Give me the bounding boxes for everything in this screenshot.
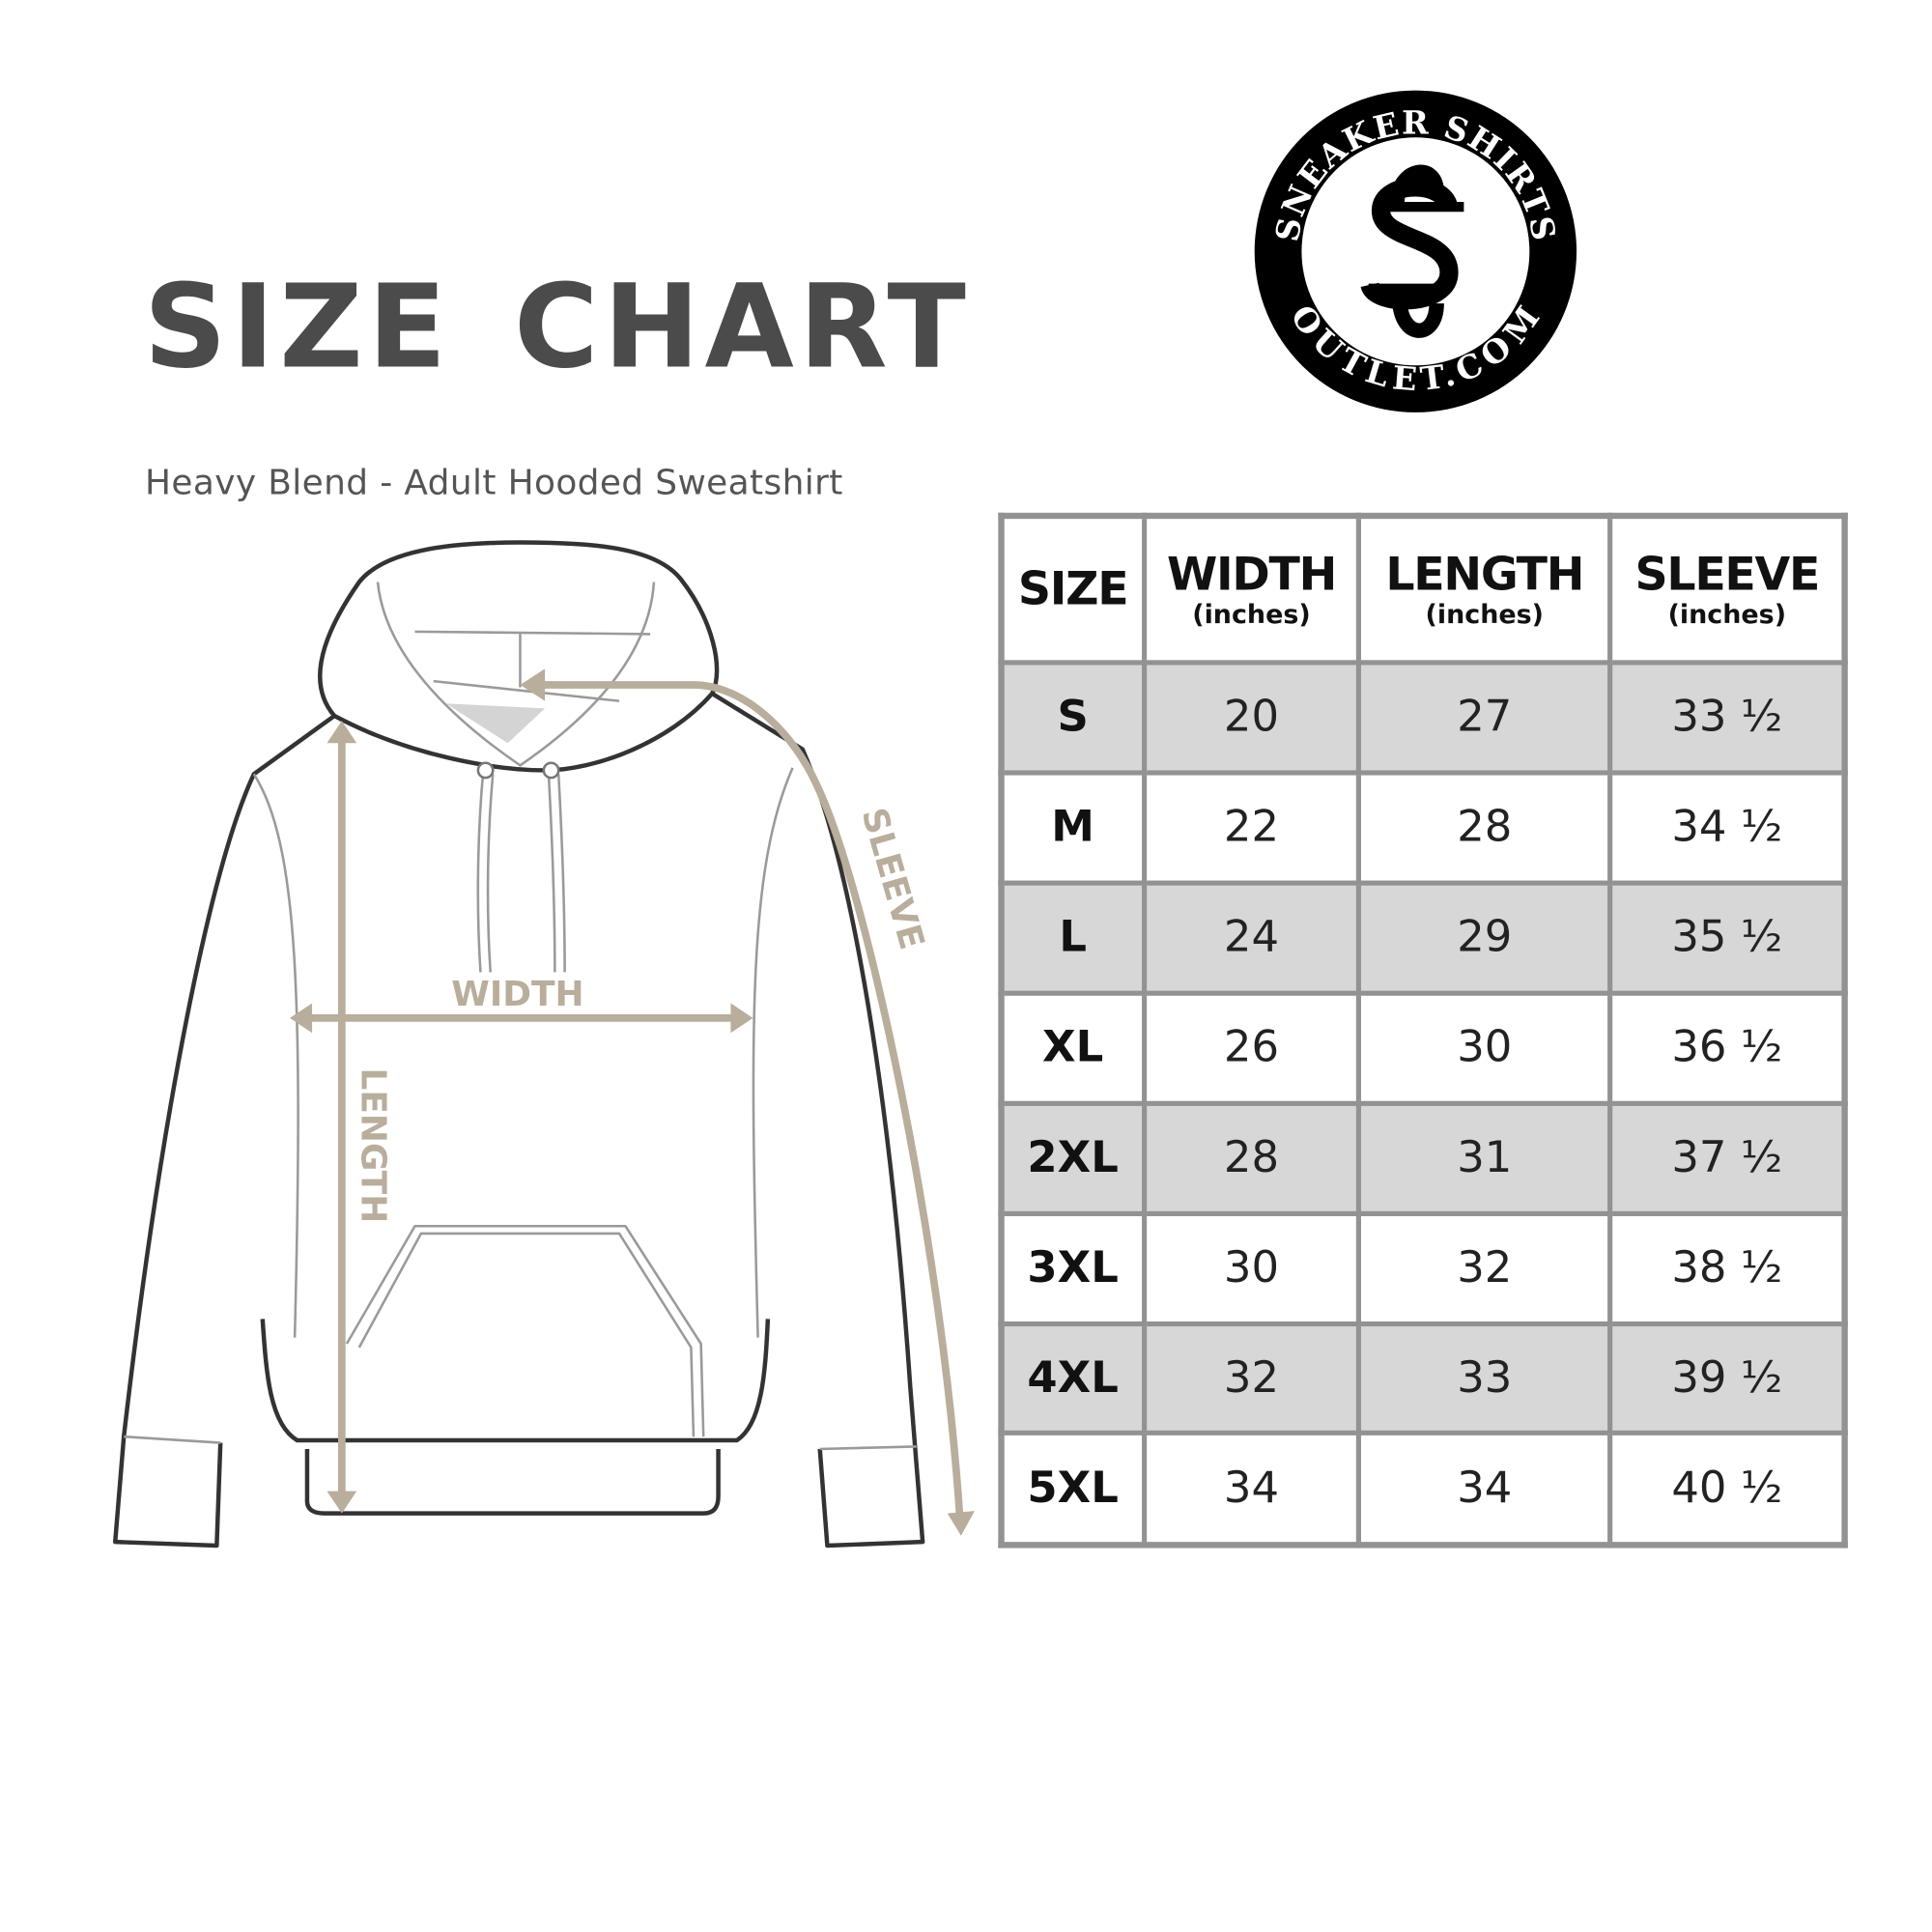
cell-width: 32 xyxy=(1141,1321,1362,1436)
sleeve-arrowhead-end-icon xyxy=(947,1511,975,1536)
left-sleeve-outline xyxy=(112,714,336,1548)
length-arrowhead-top-icon xyxy=(327,721,357,744)
cell-size: L xyxy=(998,880,1147,996)
cell-length: 29 xyxy=(1356,880,1613,996)
sleeve-arrowhead-icon xyxy=(520,668,546,701)
cell-size: 5XL xyxy=(998,1431,1147,1548)
table-row: L 24 29 35 ½ xyxy=(998,880,1848,996)
page-title: SIZE CHART xyxy=(143,260,971,394)
cell-size: S xyxy=(998,660,1147,776)
left-sleeve-seam xyxy=(252,773,299,1338)
cell-sleeve: 38 ½ xyxy=(1607,1210,1848,1326)
table-header-row: SIZE WIDTH (inches) LENGTH (inches) SLEEVE… xyxy=(998,513,1848,666)
length-arrowhead-bottom-icon xyxy=(327,1491,357,1514)
cell-length: 31 xyxy=(1356,1100,1613,1216)
body-hem xyxy=(260,1319,771,1443)
cell-size: XL xyxy=(998,990,1147,1106)
pocket xyxy=(345,1224,705,1437)
cell-sleeve: 34 ½ xyxy=(1607,770,1848,886)
cell-sleeve: 36 ½ xyxy=(1607,990,1848,1106)
sleeve-arrow xyxy=(528,681,964,1521)
cell-length: 32 xyxy=(1356,1210,1613,1326)
cell-length: 34 xyxy=(1356,1431,1613,1548)
cell-size: M xyxy=(998,770,1147,886)
width-arrowhead-left-icon xyxy=(289,1003,313,1034)
cell-width: 24 xyxy=(1141,880,1362,996)
cell-length: 27 xyxy=(1356,660,1613,776)
cell-width: 22 xyxy=(1141,770,1362,886)
table-row: 3XL 30 32 38 ½ xyxy=(998,1210,1848,1326)
cell-length: 30 xyxy=(1356,990,1613,1106)
width-label: WIDTH xyxy=(451,975,583,1014)
table-row: 4XL 32 33 39 ½ xyxy=(998,1321,1848,1436)
cell-sleeve: 40 ½ xyxy=(1607,1431,1848,1548)
cell-size: 3XL xyxy=(998,1210,1147,1326)
cell-sleeve: 39 ½ xyxy=(1607,1321,1848,1436)
right-sleeve-seam xyxy=(752,767,794,1338)
drawstring-right xyxy=(547,774,566,973)
cell-length: 28 xyxy=(1356,770,1613,886)
table-row: 2XL 28 31 37 ½ xyxy=(998,1100,1848,1216)
header-sleeve: SLEEVE (inches) xyxy=(1607,513,1848,666)
header-width: WIDTH (inches) xyxy=(1141,513,1362,666)
cell-sleeve: 37 ½ xyxy=(1607,1100,1848,1216)
cell-length: 33 xyxy=(1356,1321,1613,1436)
cell-sleeve: 33 ½ xyxy=(1607,660,1848,776)
width-arrowhead-right-icon xyxy=(730,1003,753,1034)
header-size: SIZE xyxy=(998,513,1147,666)
size-table: SIZE WIDTH (inches) LENGTH (inches) SLEEVE… xyxy=(998,512,1848,1548)
monogram-icon xyxy=(1360,164,1464,338)
header-length: LENGTH (inches) xyxy=(1356,513,1613,666)
drawstring-left xyxy=(476,774,495,973)
table-row: 5XL 34 34 40 ½ xyxy=(998,1431,1848,1548)
cell-width: 28 xyxy=(1141,1100,1362,1216)
table-row: M 22 28 34 ½ xyxy=(998,770,1848,886)
cell-width: 26 xyxy=(1141,990,1362,1106)
hood-inner xyxy=(376,582,656,767)
brand-logo: SNEAKER SHIRTS OUTLET.COM xyxy=(1254,90,1577,412)
product-subtitle: Heavy Blend - Adult Hooded Sweatshirt xyxy=(144,462,843,503)
cell-width: 20 xyxy=(1141,660,1362,776)
cell-width: 34 xyxy=(1141,1431,1362,1548)
table-row: XL 26 30 36 ½ xyxy=(998,990,1848,1106)
cell-size: 2XL xyxy=(998,1100,1147,1216)
cell-width: 30 xyxy=(1141,1210,1362,1326)
cell-sleeve: 35 ½ xyxy=(1607,880,1848,996)
hood-outline xyxy=(317,540,720,773)
waistband xyxy=(304,1448,721,1516)
table-row: S 20 27 33 ½ xyxy=(998,660,1848,776)
cell-size: 4XL xyxy=(998,1321,1147,1436)
length-label: LENGTH xyxy=(353,1068,392,1224)
